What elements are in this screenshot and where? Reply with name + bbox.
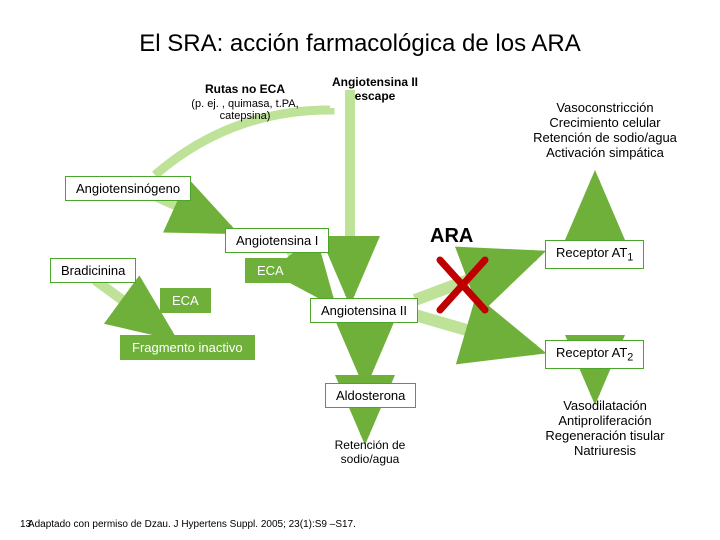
receptor-at2-box: Receptor AT2	[545, 340, 644, 369]
angiotensina-i-box: Angiotensina I	[225, 228, 329, 253]
aldosterona-box: Aldosterona	[325, 383, 416, 408]
angiotensinogeno-box: Angiotensinógeno	[65, 176, 191, 201]
at2-sub: 2	[627, 352, 633, 364]
fragmento-box: Fragmento inactivo	[120, 335, 255, 360]
angiotensina-ii-box: Angiotensina II	[310, 298, 418, 323]
citation: 13 Adaptado con permiso de Dzau. J Hyper…	[20, 519, 356, 530]
at2-effects: Vasodilatación Antiproliferación Regener…	[510, 398, 700, 458]
retencion-label: Retención de sodio/agua	[310, 438, 430, 466]
eca2-box: ECA	[160, 288, 211, 313]
rutas-no-eca-label: Rutas no ECA	[185, 82, 305, 96]
ara-label: ARA	[430, 225, 473, 248]
receptor-at2-text: Receptor AT	[556, 345, 627, 360]
eca1-box: ECA	[245, 258, 296, 283]
page-title: El SRA: acción farmacológica de los ARA	[0, 30, 720, 58]
bradicinina-box: Bradicinina	[50, 258, 136, 283]
rutas-sub-label: (p. ej. , quimasa, t.PA, catepsina)	[170, 98, 320, 122]
citation-text: Adaptado con permiso de Dzau. J Hyperten…	[28, 519, 356, 530]
at1-effects: Vasoconstricción Crecimiento celular Ret…	[510, 100, 700, 160]
receptor-at1-text: Receptor AT	[556, 245, 627, 260]
ang-ii-escape-label: Angiotensina II escape	[310, 75, 440, 103]
at1-sub: 1	[627, 252, 633, 264]
receptor-at1-box: Receptor AT1	[545, 240, 644, 269]
